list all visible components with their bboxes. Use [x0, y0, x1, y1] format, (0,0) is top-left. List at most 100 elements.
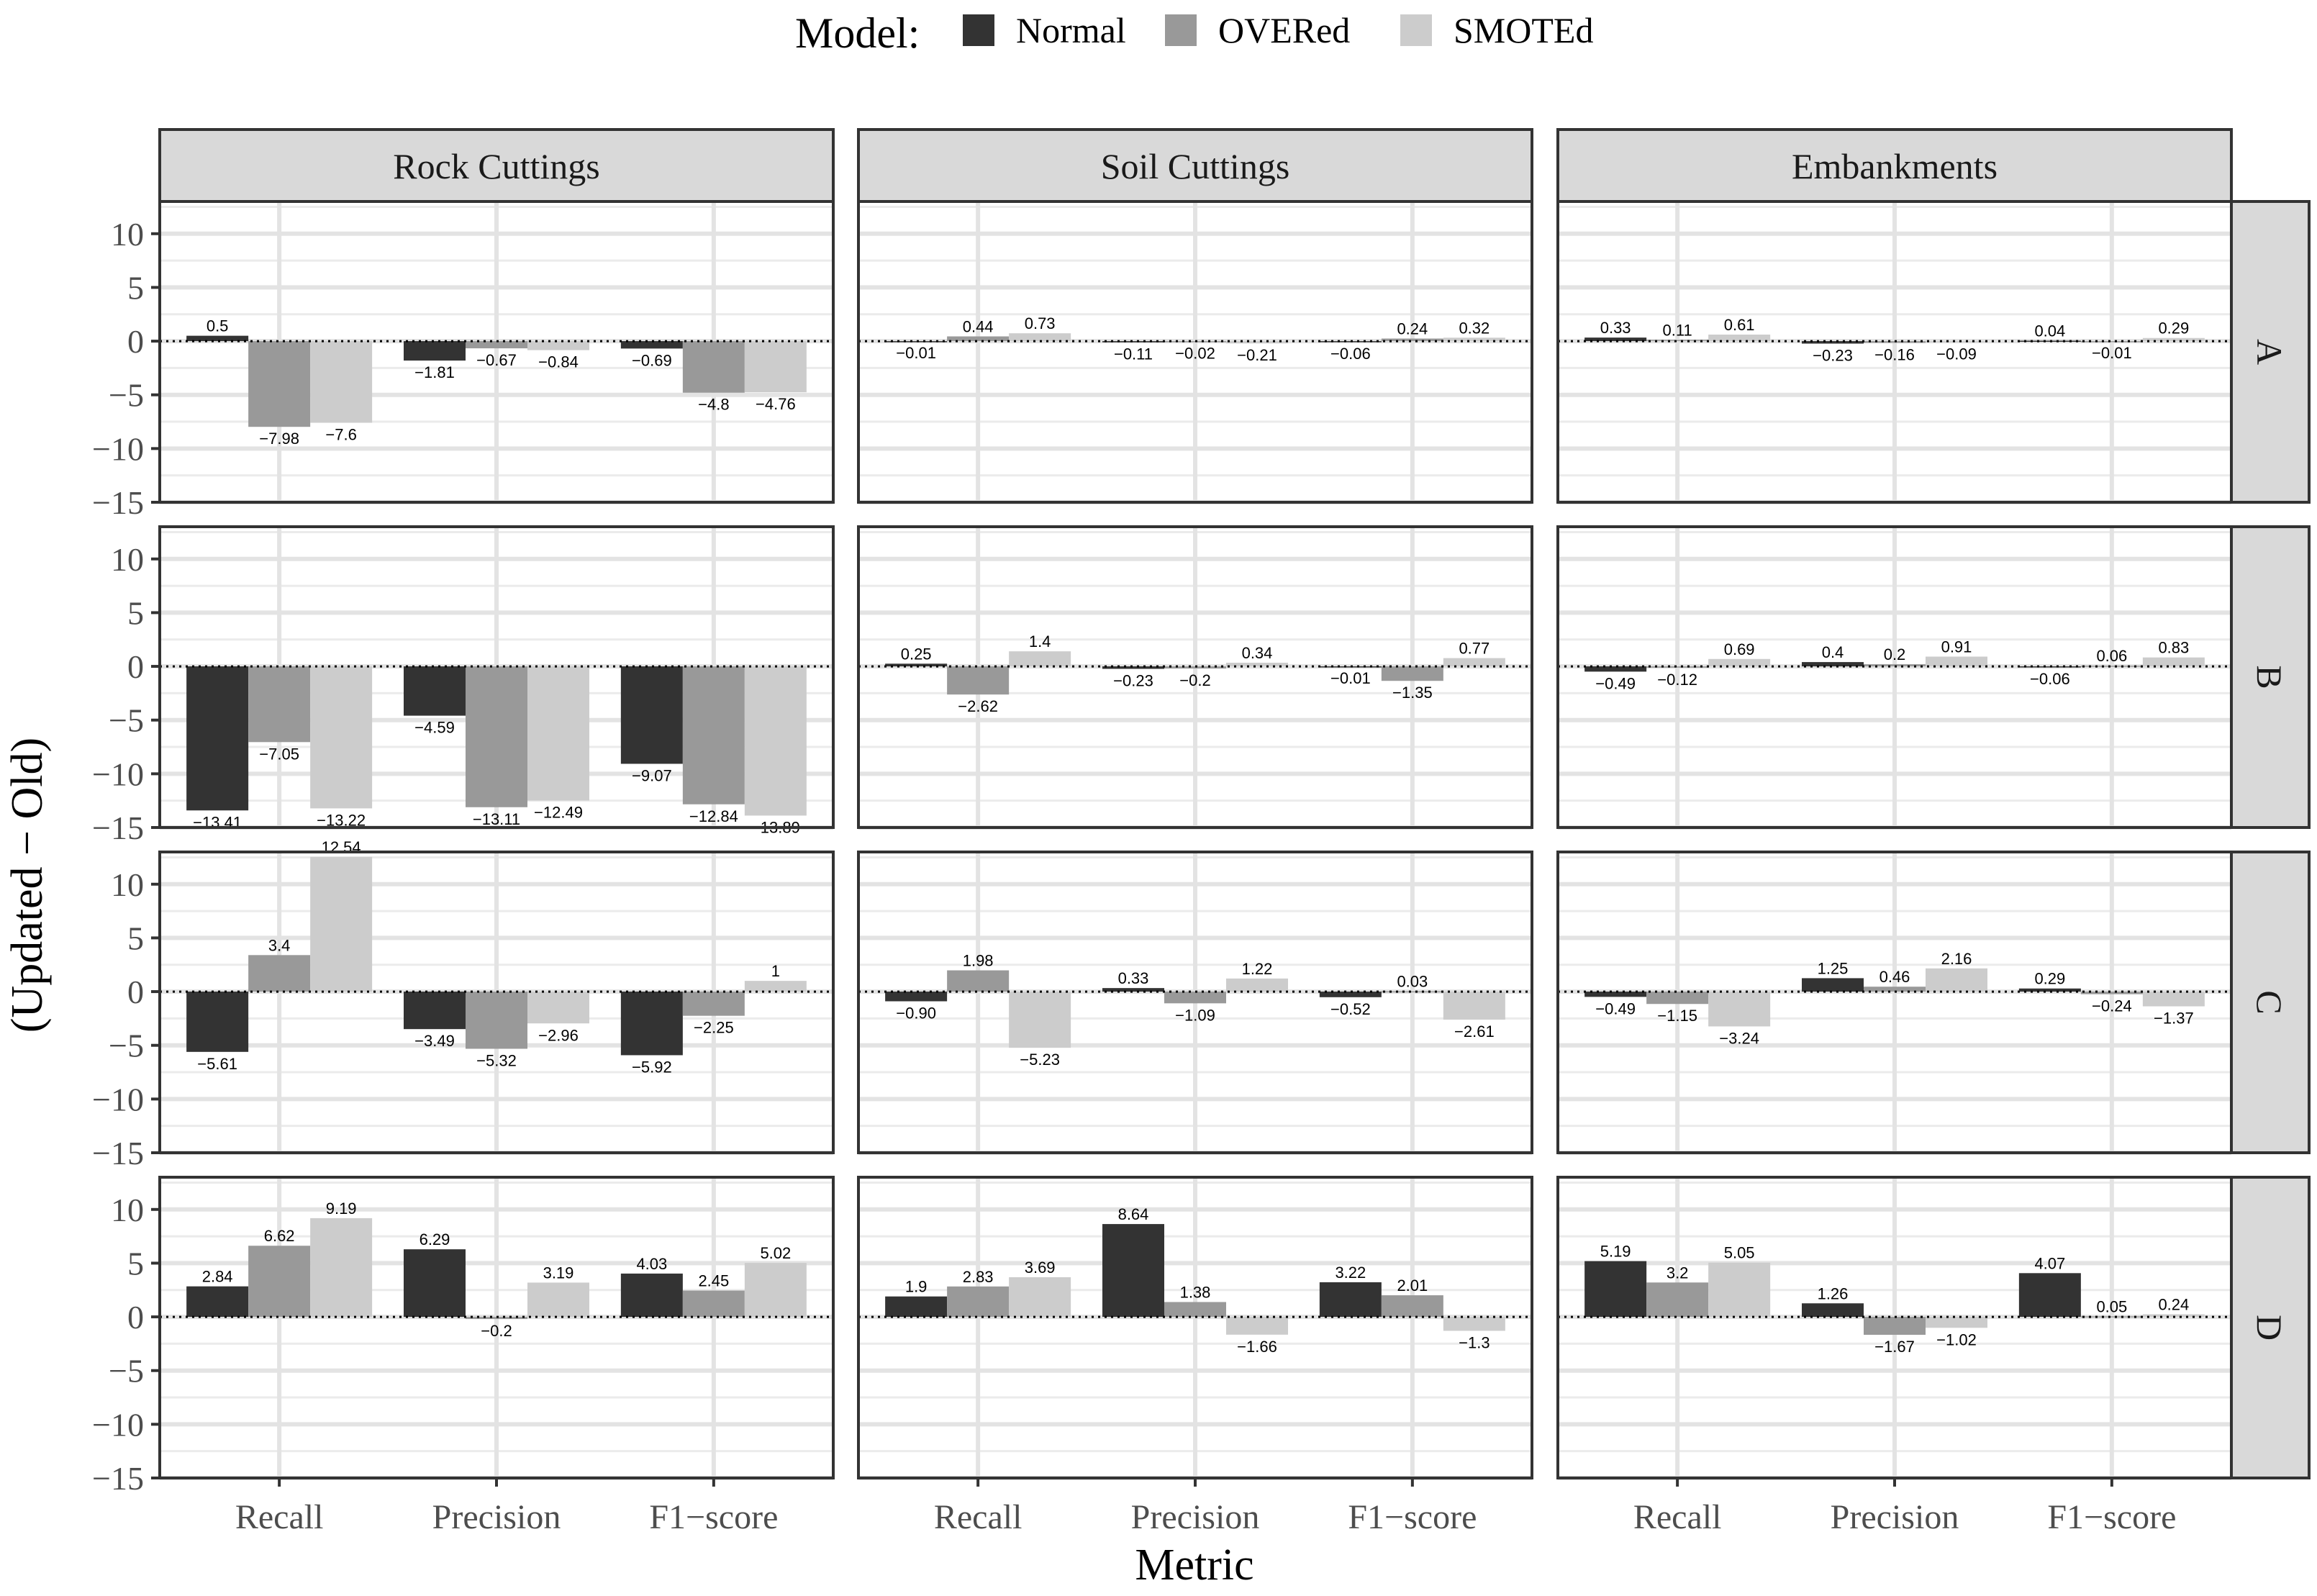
data-label: −0.21 [1237, 346, 1277, 364]
bar-normal-recall [885, 1296, 948, 1318]
data-label: 2.45 [698, 1271, 729, 1289]
y-tick-label: 0 [127, 974, 144, 1010]
bar-smoted-precision [1226, 978, 1288, 992]
data-label: 0.32 [1459, 319, 1490, 337]
data-label: 0.24 [2158, 1295, 2189, 1313]
data-label: −4.8 [698, 396, 729, 414]
panel-border [158, 200, 835, 504]
y-tick-label: −15 [92, 810, 144, 846]
data-label: −5.61 [197, 1055, 237, 1073]
legend-swatch-normal [963, 14, 994, 46]
data-label: −0.69 [632, 351, 672, 369]
panel-rock-cuttings-d: 2.84 6.29 4.03 6.62 −0.2 2.45 9.19 3.19 5.02 −15 −… [92, 1176, 835, 1536]
bar-overed-recall [1646, 1282, 1709, 1318]
bar-smoted-recall [1009, 333, 1071, 342]
data-label: 1 [771, 962, 780, 980]
x-tick-label: Precision [432, 1498, 561, 1536]
bar-normal-f1score [2018, 1273, 2081, 1318]
bar-overed-precision [1864, 987, 1926, 992]
bar-smoted-f1score [744, 341, 807, 393]
row-strip-label-b: B [2249, 665, 2290, 689]
data-label: −12.49 [534, 804, 583, 822]
x-tick-label: Recall [934, 1498, 1023, 1536]
data-label: −3.49 [414, 1032, 455, 1050]
panel-border [1556, 200, 2233, 504]
data-label: −0.06 [1330, 345, 1371, 363]
data-label: −7.6 [325, 426, 356, 444]
bar-normal-precision [1802, 1303, 1864, 1318]
data-label: −0.90 [896, 1005, 936, 1023]
data-label: −1.67 [1874, 1338, 1915, 1356]
data-label: 0.06 [2096, 647, 2127, 665]
data-label: 1.25 [1818, 959, 1849, 977]
data-label: 2.84 [202, 1268, 233, 1286]
panel-soil-cuttings-b: 0.25 −0.23 −0.01 −2.62 −0.2 −1.35 1.4 0.34 0.77 [857, 525, 1533, 830]
bar-overed-f1score [2080, 1316, 2143, 1318]
bar-overed-f1score [1381, 338, 1443, 342]
bar-overed-recall [1646, 992, 1709, 1005]
bar-smoted-f1score [1443, 1317, 1505, 1331]
data-label: 0.77 [1459, 640, 1490, 658]
bar-smoted-precision [1226, 1317, 1288, 1335]
data-label: −5.92 [632, 1058, 672, 1076]
bar-overed-precision [466, 666, 527, 807]
panel-border [857, 200, 1533, 504]
data-label: −4.76 [756, 395, 796, 413]
bar-overed-recall [947, 336, 1010, 342]
data-label: −0.11 [1114, 345, 1153, 363]
data-label: −2.25 [694, 1019, 734, 1037]
bar-smoted-f1score [2142, 1314, 2205, 1318]
panel-soil-cuttings-d: 1.9 8.64 3.22 2.83 1.38 2.01 3.69 −1.66 −1.3 Reca… [857, 1176, 1533, 1536]
bar-smoted-precision [527, 992, 589, 1024]
bar-normal-f1score [2018, 340, 2081, 342]
data-label: 0.11 [1663, 321, 1692, 339]
panel-border [158, 851, 835, 1154]
bar-normal-recall [186, 992, 249, 1052]
data-label: −9.07 [632, 766, 672, 784]
bar-overed-recall [947, 666, 1010, 695]
bar-normal-recall [186, 1286, 249, 1318]
panel-rock-cuttings-a: 0.5 −1.81 −0.69 −7.98 −0.67 −4.8 −7.6 −0.84 −4.7… [92, 200, 835, 521]
data-label: 0.29 [2034, 970, 2065, 988]
y-tick-label: 10 [111, 866, 144, 903]
bar-normal-recall [1584, 666, 1647, 672]
bar-smoted-precision [1226, 662, 1288, 667]
data-label: 5.19 [1600, 1243, 1631, 1261]
data-label: −5.32 [476, 1051, 517, 1069]
bar-normal-recall [1584, 992, 1647, 997]
y-tick-label: −15 [92, 1135, 144, 1171]
data-label: −13.11 [473, 810, 520, 828]
bar-overed-recall [248, 341, 311, 427]
data-label: 6.29 [420, 1230, 450, 1248]
bar-overed-recall [1646, 666, 1709, 668]
data-label: −7.98 [259, 430, 299, 448]
data-label: −1.02 [1936, 1330, 1977, 1348]
data-label: −0.01 [1330, 669, 1371, 687]
bar-overed-precision [466, 992, 527, 1049]
bar-normal-precision [1802, 662, 1864, 667]
bar-smoted-f1score [2142, 337, 2205, 342]
y-tick-label: −5 [109, 702, 144, 739]
y-tick-label: −10 [92, 430, 144, 467]
data-label: −0.01 [2092, 344, 2132, 362]
x-tick-label: Precision [1131, 1498, 1260, 1536]
legend: Model: Normal OVERed SMOTEd [795, 9, 1593, 57]
bar-overed-precision [466, 341, 527, 349]
data-label: −0.02 [1175, 344, 1215, 362]
bar-normal-precision [1102, 988, 1164, 992]
y-tick-label: −15 [92, 484, 144, 521]
panel-grid: Rock Cuttings Soil Cuttings Embankments A B C… [92, 128, 2311, 1536]
data-label: −12.84 [689, 807, 738, 825]
data-label: −0.09 [1936, 345, 1977, 363]
data-label: 0.2 [1884, 645, 1906, 663]
bar-normal-recall [186, 666, 249, 811]
bar-normal-precision [1102, 666, 1164, 669]
data-label: 0.24 [1397, 319, 1428, 337]
row-strip-label-d: D [2249, 1315, 2290, 1341]
data-label: −1.15 [1657, 1007, 1697, 1025]
y-axis-title: (Updated − Old) [3, 738, 52, 1033]
x-tick-label: Precision [1831, 1498, 1959, 1536]
bar-overed-f1score [1381, 1295, 1443, 1318]
bar-normal-f1score [1319, 1282, 1382, 1318]
data-label: −1.35 [1392, 684, 1433, 702]
